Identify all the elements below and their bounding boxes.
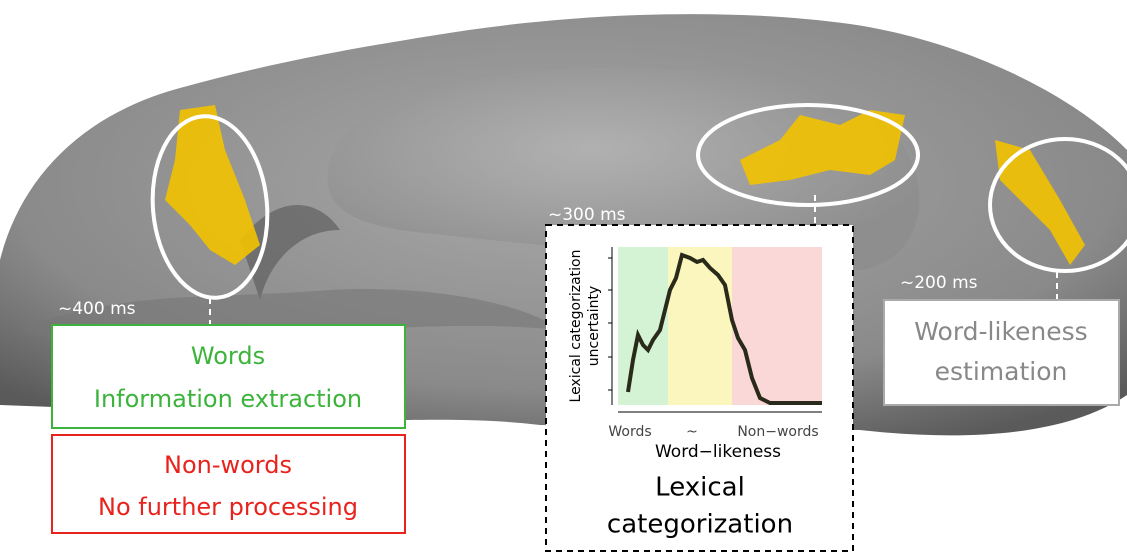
- axis-label: uncertainty: [586, 286, 602, 366]
- x-tick-label: Words: [608, 424, 651, 440]
- box-text: Word-likeness: [914, 317, 1087, 346]
- box-text: No further processing: [98, 493, 358, 521]
- box-text: Words: [191, 342, 265, 370]
- caption: categorization: [607, 510, 793, 540]
- box-text: Non-words: [164, 451, 292, 479]
- box-text: estimation: [935, 357, 1068, 386]
- latency-label: ~400 ms: [58, 299, 136, 319]
- x-tick-label: ~: [686, 424, 698, 440]
- figure: ~400 ms Words Information extraction Non…: [0, 0, 1127, 556]
- axis-label: Word−likeness: [655, 442, 781, 462]
- latency-label: ~300 ms: [548, 205, 626, 225]
- caption: Lexical: [655, 473, 745, 503]
- latency-label: ~200 ms: [900, 273, 978, 293]
- x-tick-label: Non−words: [737, 424, 818, 440]
- estimation-box: [884, 300, 1119, 405]
- axis-label: Lexical categorization: [568, 250, 584, 403]
- box-text: Information extraction: [94, 385, 362, 413]
